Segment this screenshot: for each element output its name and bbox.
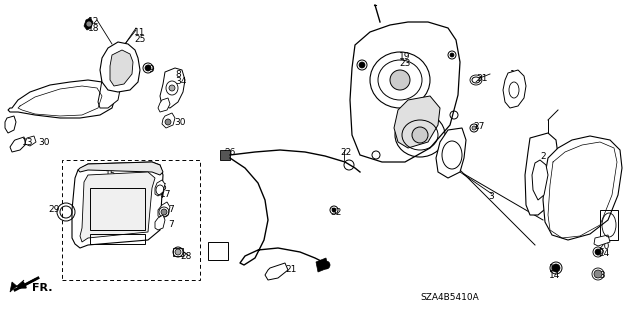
Polygon shape — [155, 180, 165, 196]
Text: 13: 13 — [22, 138, 33, 147]
Polygon shape — [10, 137, 26, 152]
Text: FR.: FR. — [32, 283, 52, 293]
Text: 29: 29 — [48, 205, 60, 214]
Text: 27: 27 — [473, 122, 484, 131]
Text: 33: 33 — [594, 271, 605, 280]
Polygon shape — [158, 202, 170, 218]
Ellipse shape — [322, 261, 330, 269]
Polygon shape — [525, 133, 558, 215]
Bar — [90, 188, 145, 230]
Text: 19: 19 — [399, 52, 410, 61]
Polygon shape — [532, 160, 548, 200]
Text: 11: 11 — [134, 28, 145, 37]
Polygon shape — [78, 162, 163, 175]
Polygon shape — [160, 68, 185, 108]
Polygon shape — [25, 136, 36, 146]
Polygon shape — [100, 42, 140, 92]
Polygon shape — [80, 172, 155, 242]
Polygon shape — [350, 22, 460, 162]
Text: 30: 30 — [174, 118, 186, 127]
Text: 7: 7 — [168, 220, 173, 229]
Text: 3: 3 — [488, 192, 493, 201]
Polygon shape — [155, 215, 165, 230]
Polygon shape — [158, 98, 170, 112]
Polygon shape — [265, 263, 288, 280]
Text: 12: 12 — [88, 17, 99, 26]
Polygon shape — [543, 136, 622, 240]
Bar — [600, 210, 618, 240]
Polygon shape — [173, 248, 183, 256]
Ellipse shape — [175, 249, 181, 255]
Ellipse shape — [552, 264, 560, 272]
Text: SZA4B5410A: SZA4B5410A — [420, 293, 479, 302]
Text: 32: 32 — [330, 208, 341, 217]
Ellipse shape — [165, 119, 171, 125]
Polygon shape — [503, 70, 526, 108]
Text: 10: 10 — [510, 70, 522, 79]
Text: 28: 28 — [180, 252, 191, 261]
Polygon shape — [110, 50, 133, 86]
Text: 9: 9 — [148, 65, 154, 74]
Text: 21: 21 — [285, 265, 296, 274]
Text: 15: 15 — [105, 170, 116, 179]
Polygon shape — [436, 128, 466, 178]
Ellipse shape — [86, 21, 92, 27]
Polygon shape — [5, 116, 16, 133]
Text: 22: 22 — [340, 148, 351, 157]
Text: 6: 6 — [160, 183, 166, 192]
Text: 16: 16 — [218, 254, 230, 263]
Polygon shape — [162, 113, 175, 128]
Polygon shape — [594, 235, 610, 246]
Ellipse shape — [145, 65, 151, 71]
Polygon shape — [84, 18, 93, 30]
Text: 25: 25 — [134, 35, 145, 44]
Text: 18: 18 — [88, 24, 99, 33]
Polygon shape — [98, 78, 120, 108]
Text: 2: 2 — [540, 152, 546, 161]
Polygon shape — [220, 150, 230, 160]
Text: 1: 1 — [549, 264, 555, 273]
Ellipse shape — [359, 62, 365, 68]
Polygon shape — [72, 162, 163, 248]
Text: 31: 31 — [476, 74, 488, 83]
Ellipse shape — [412, 127, 428, 143]
Polygon shape — [394, 96, 440, 148]
Polygon shape — [316, 258, 328, 272]
Ellipse shape — [161, 209, 167, 215]
Text: 26: 26 — [224, 148, 236, 157]
Ellipse shape — [595, 249, 601, 255]
Text: 8: 8 — [175, 70, 180, 79]
Text: 7: 7 — [168, 205, 173, 214]
Polygon shape — [8, 80, 115, 118]
Polygon shape — [208, 242, 228, 260]
Text: 30: 30 — [38, 138, 49, 147]
Ellipse shape — [332, 208, 336, 212]
Text: 17: 17 — [160, 190, 172, 199]
Text: 34: 34 — [175, 77, 186, 86]
Bar — [90, 234, 145, 244]
Ellipse shape — [594, 270, 602, 278]
Text: 23: 23 — [399, 59, 410, 68]
Text: 4: 4 — [105, 163, 111, 172]
Ellipse shape — [390, 70, 410, 90]
Text: 20: 20 — [598, 242, 609, 251]
Text: 14: 14 — [549, 271, 561, 280]
Ellipse shape — [169, 85, 175, 91]
Polygon shape — [10, 280, 24, 292]
Text: 24: 24 — [598, 249, 609, 258]
Ellipse shape — [450, 53, 454, 57]
Text: 5: 5 — [218, 247, 224, 256]
Ellipse shape — [472, 126, 476, 130]
Bar — [62, 160, 200, 280]
